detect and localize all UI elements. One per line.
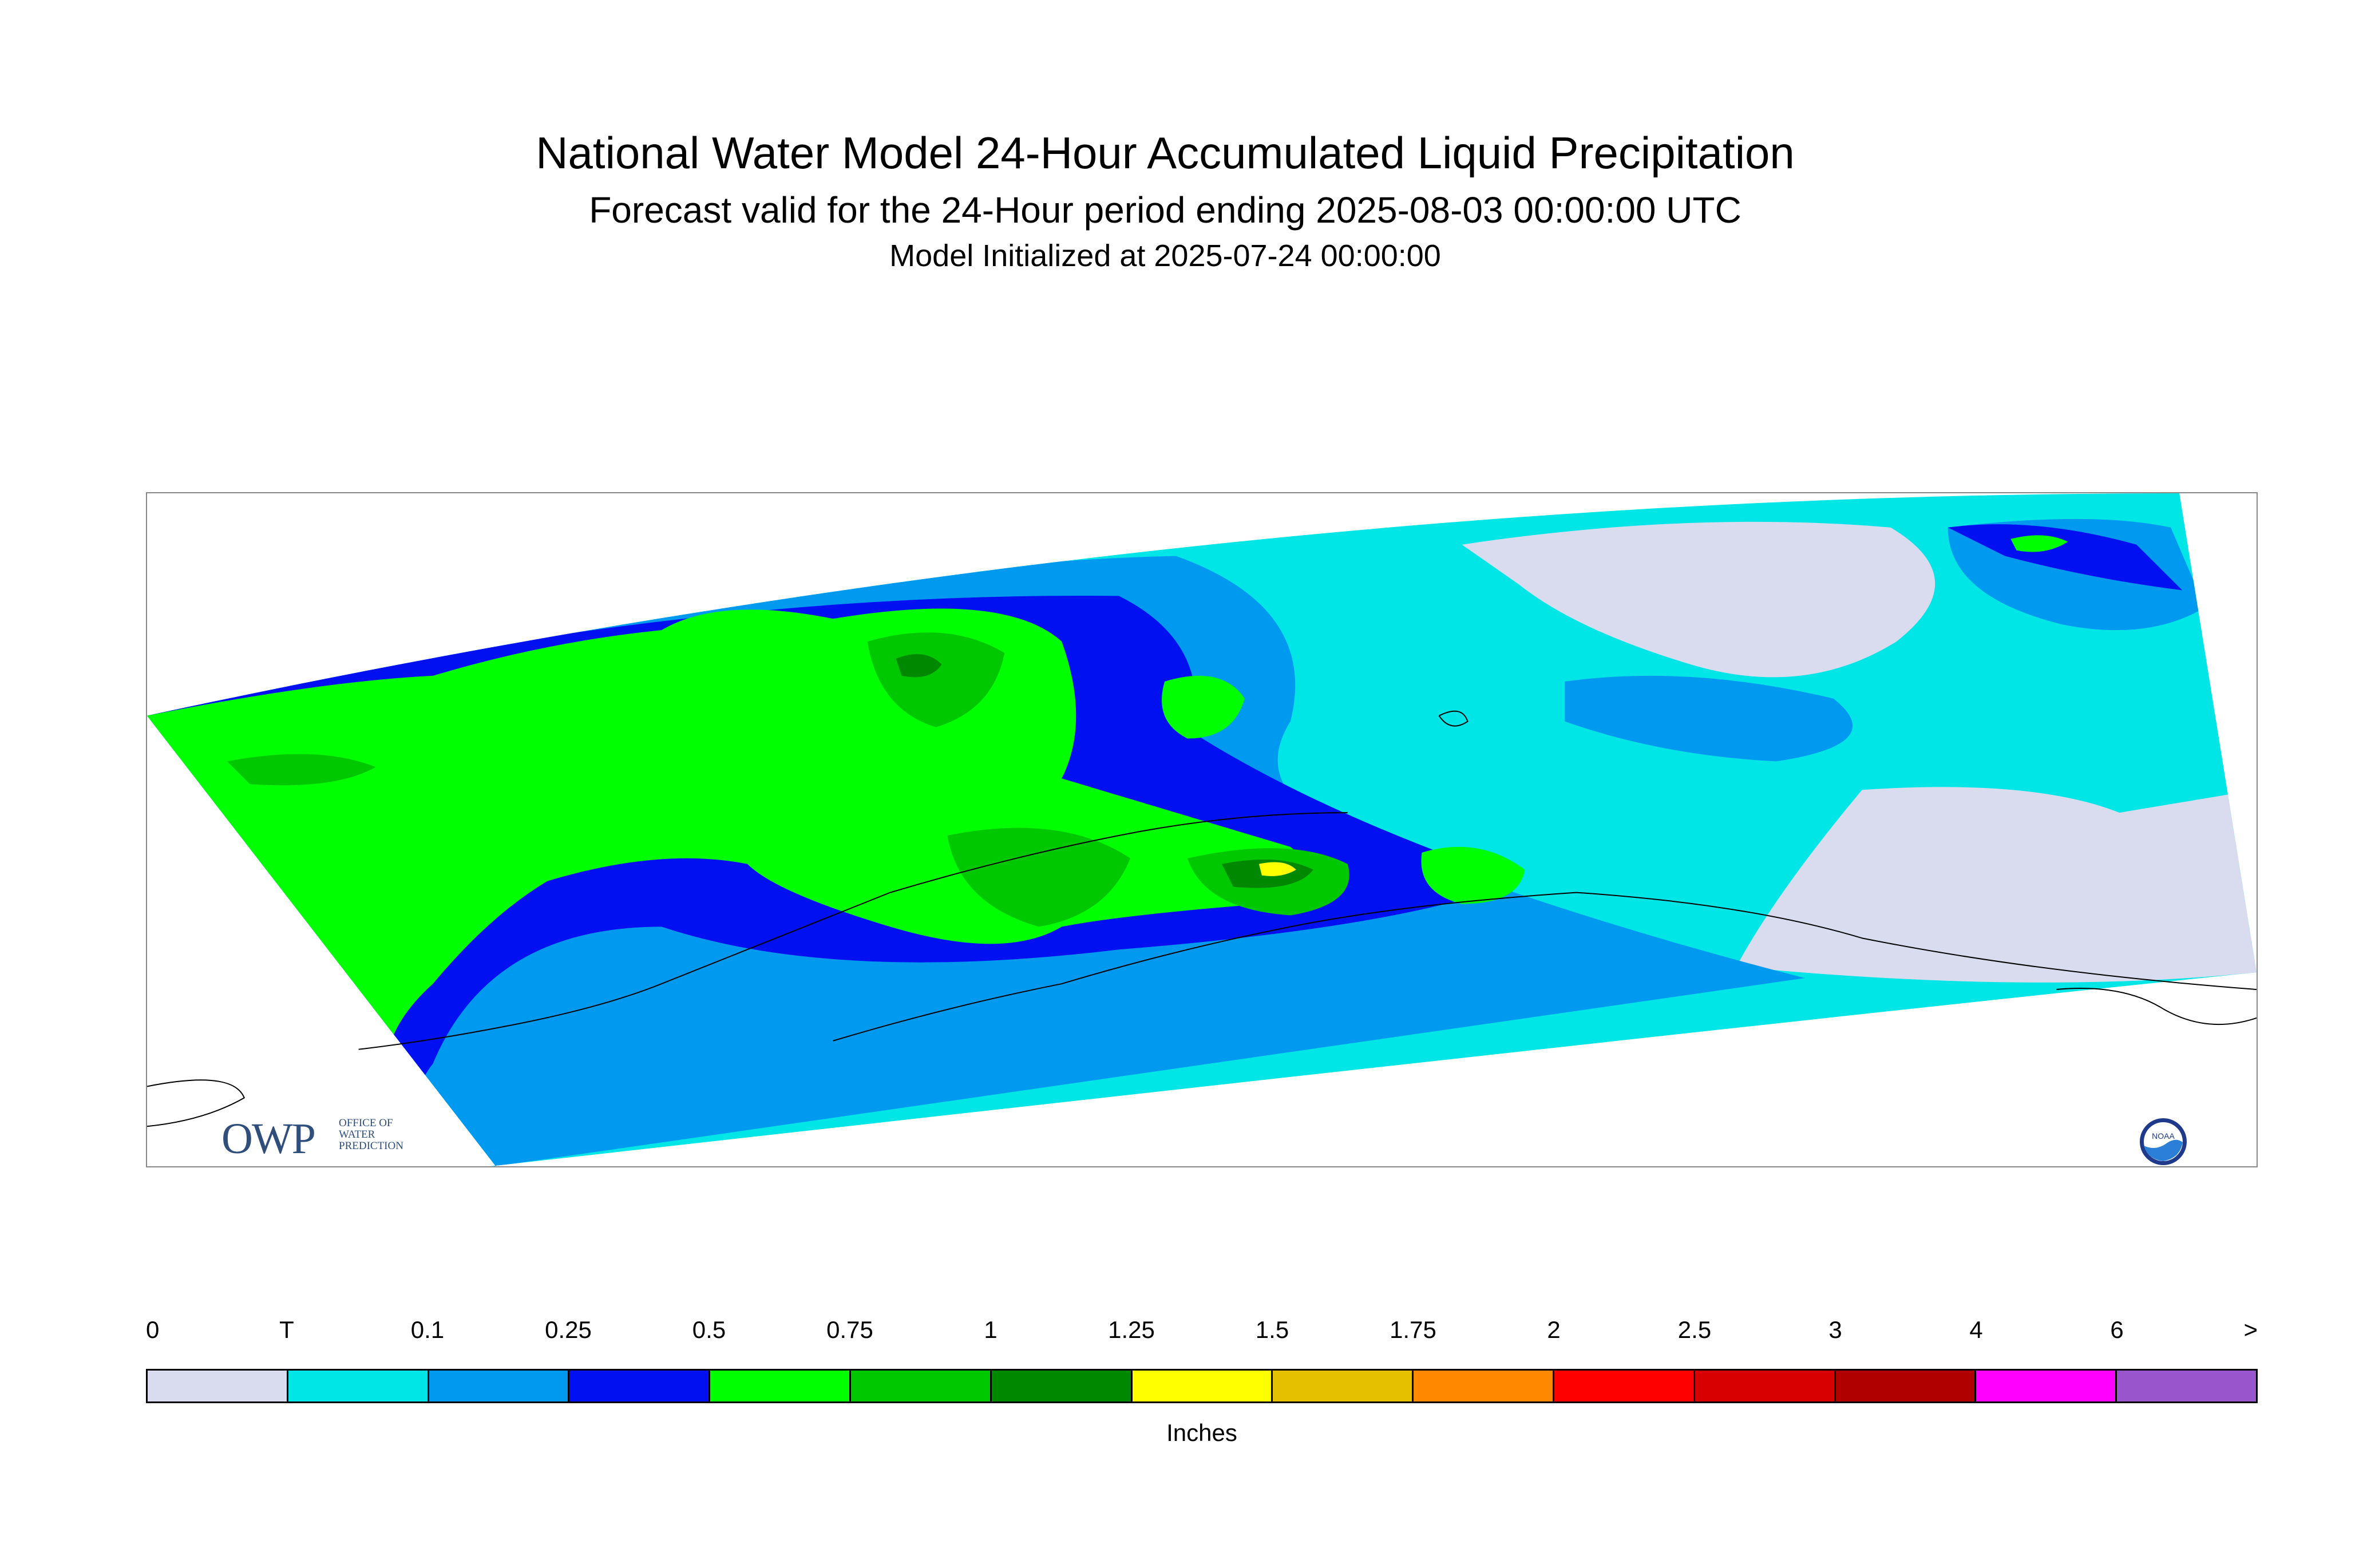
area-0.5-inch [1421,846,1525,904]
legend-tick-label: 0.75 [826,1316,873,1343]
legend-tick-label: 1 [984,1316,998,1343]
legend-tick-label: > [2243,1316,2258,1343]
area-0.1-inch [1565,675,1853,762]
legend-tick-label: 0.1 [410,1316,445,1343]
legend-bar [146,1369,2258,1403]
noaa-logo-text: NOAA [2152,1131,2175,1141]
legend-units: Inches [1166,1419,1237,1446]
legend-tick-label: 1.5 [1255,1316,1289,1343]
area-0.5-inch [147,608,1313,1092]
area-0.75-inch [947,827,1131,927]
coastline [147,710,2257,1127]
legend-swatch [1132,1371,1273,1401]
legend-swatch [850,1371,992,1401]
zero-area [1462,521,1935,678]
legend-swatch [1835,1371,1977,1401]
area-0.75-inch [867,632,1005,727]
legend-swatch [569,1371,711,1401]
legend-swatch [1976,1371,2117,1401]
legend-tick-label: 0.25 [545,1316,592,1343]
legend-tick-label: 3 [1828,1316,1842,1343]
legend-swatch [1695,1371,1836,1401]
area-0.5-inch [2010,535,2068,552]
legend-swatch [1273,1371,1414,1401]
map-subtitle: Forecast valid for the 24-Hour period en… [589,189,1741,231]
legend-tick-label: 1.75 [1390,1316,1436,1343]
precipitation-map: OWP OFFICE OF WATER PREDICTION NOAA [146,492,2258,1167]
map-title: National Water Model 24-Hour Accumulated… [536,128,1795,178]
legend-tick-label: 2 [1547,1316,1561,1343]
legend-swatch [991,1371,1133,1401]
owp-logo: OWP OFFICE OF WATER PREDICTION [221,1114,439,1163]
legend-tick-label: 0.5 [692,1316,726,1343]
legend-tick-label: T [279,1316,294,1343]
noaa-logo: NOAA [2140,1118,2187,1165]
legend-swatch [2117,1371,2256,1401]
legend-tick-label: 2.5 [1677,1316,1712,1343]
legend-swatch [1414,1371,1554,1401]
area-0.5-inch [1162,675,1245,739]
area-1.25-inch [1258,862,1296,876]
legend-tick-label: 1.25 [1108,1316,1155,1343]
legend-tick-label: 4 [1969,1316,1983,1343]
legend-swatch [429,1371,570,1401]
owp-logo-sub: OFFICE OF [339,1117,393,1129]
zero-area [1736,787,2257,983]
precipitation-field [147,493,2257,1166]
area-1.0-inch [896,654,942,678]
legend-tick-label: 0 [146,1316,160,1343]
legend-swatch [710,1371,851,1401]
legend-swatch [148,1371,288,1401]
owp-logo-mark: OWP [221,1115,316,1163]
owp-logo-sub: WATER [339,1129,375,1141]
legend-swatch [1554,1371,1695,1401]
legend-labels: 0 T 0.1 0.25 0.5 0.75 1 1.25 1.5 1.75 2 2.5 3 4 6 > [146,1316,2258,1351]
legend-tick-label: 6 [2110,1316,2124,1343]
model-init-line: Model Initialized at 2025-07-24 00:00:00 [889,239,1441,273]
owp-logo-sub: PREDICTION [339,1140,403,1152]
legend-swatch [288,1371,429,1401]
area-0.25-inch [1948,524,2183,591]
color-legend: 0 T 0.1 0.25 0.5 0.75 1 1.25 1.5 1.75 2 2.5 3 4 6 > Inc… [146,1316,2258,1488]
area-0.75-inch [227,754,376,786]
